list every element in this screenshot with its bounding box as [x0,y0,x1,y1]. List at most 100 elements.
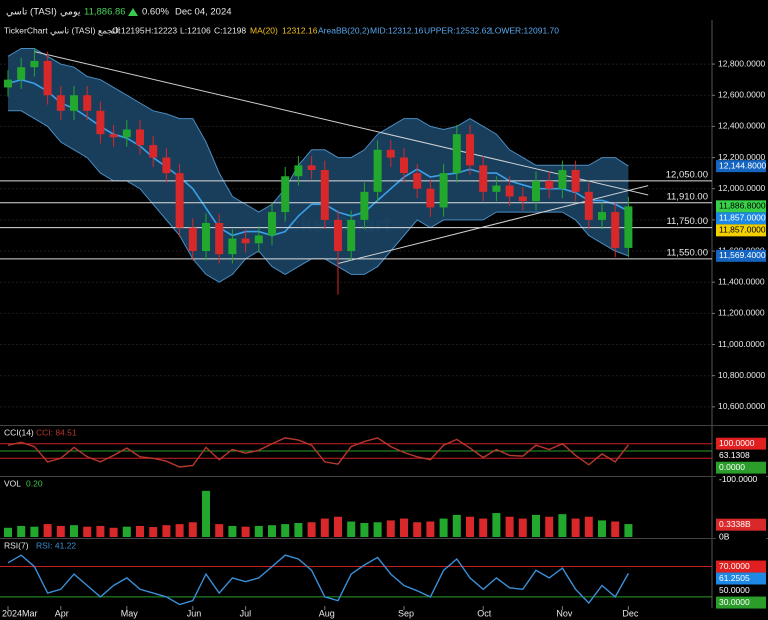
candle-body [281,176,290,213]
band-upper [7,48,629,213]
candle-body [505,185,514,197]
y-tick-label: 12,800.0000 [718,58,766,68]
candle-body [136,129,144,146]
level-label: 11,750.00 [666,216,708,227]
volume-bar [162,525,171,537]
price-label-box [716,212,766,225]
price-label-box [716,584,766,597]
volume-bar [426,521,435,537]
candle-body [254,235,263,244]
volume-bar [439,518,448,537]
trend-line [337,185,649,264]
price-label-box [716,572,766,585]
price-label: 11,857.0000 [719,225,766,235]
price-label-box [716,249,766,262]
volume-bar [43,524,52,537]
bb-lower: LOWER:12091.70 [490,25,559,35]
level-label: 11,550.00 [666,247,708,258]
volume-bar [228,525,237,537]
x-tick-label: May [121,608,139,618]
x-tick-label: Nov [556,608,573,618]
volume-bar [558,514,567,537]
y-tick-label: 12,600.0000 [718,89,766,99]
source: TickerChart تاسي (TASI) التجمع [4,25,120,35]
candle-body [162,157,171,174]
volume-bar [281,524,290,537]
volume-bar [320,518,329,537]
volume-bar [598,520,606,537]
panel-reading: CCI: 84.51 [36,427,77,437]
volume-bar [334,516,342,537]
volume-bar [413,522,422,537]
panel-reading: 0.20 [26,478,43,488]
price-label-box [716,200,766,213]
y-tick-label: 12,000.0000 [718,183,766,193]
candle-body [215,223,224,255]
x-tick-label: Jul [240,608,252,618]
price-label: 61.2505 [719,573,750,583]
ma-value: 12312.16 [282,25,318,35]
candle-body [122,129,131,138]
candle-body [83,95,92,111]
price-label: 0B [719,531,730,541]
y-tick-label: 12,200.0000 [718,152,766,162]
price-label: 0.0000 [719,462,745,472]
price-label-box [716,449,766,462]
volume-bar [254,525,263,537]
price-label-box [716,160,766,173]
candle-body [598,212,606,220]
volume-bar [70,525,78,537]
price-label-box [716,437,766,450]
y-tick-label: 10,600.0000 [718,401,766,411]
volume-bar [56,525,65,537]
x-tick-label: 2024Mar [2,608,38,618]
candle-body [466,134,474,166]
volume-bar [505,516,514,537]
level-label: 11,910.00 [666,191,708,202]
candle-body [241,238,250,244]
price-label-box [716,473,766,486]
candle-body [386,149,395,158]
candle-body [518,196,527,202]
price-label: 0.3338B [719,519,751,529]
price-label-box [716,461,766,474]
candle-body [452,134,461,174]
candle-body [188,227,197,252]
y-tick-label: 12,400.0000 [718,121,766,131]
price-label: 63.1308 [719,450,750,460]
x-tick-label: Sep [398,608,414,618]
candle-body [320,170,329,220]
volume-bar [386,520,395,537]
candle-body [70,95,78,111]
candle-body [479,165,488,192]
volume-bar [215,524,224,537]
x-tick-label: Oct [477,608,492,618]
volume-bar [241,526,250,537]
symbol: تاسي (TASI) [6,7,57,18]
candle-body [228,238,237,255]
candle-body [149,145,158,158]
candle-body [109,134,118,138]
volume-bar [122,526,131,537]
volume-bar [188,522,197,537]
candle-body [426,188,435,208]
panel-name: VOL [4,478,21,488]
candle-body [202,223,210,252]
y-tick-label: 10,800.0000 [718,370,766,380]
price-label: 70.0000 [719,561,750,571]
candle-body [307,165,316,171]
low: L:12106 [180,25,211,35]
bb-mid: MID:12312.16 [370,25,424,35]
candle-body [43,60,52,96]
price-label: 12,144.8000 [719,160,767,170]
candle-body [360,191,369,220]
volume-bar [136,525,144,537]
volume-bar [466,516,474,537]
price-label-box [716,560,766,573]
price-label-box [716,596,766,609]
y-tick-label: 11,000.0000 [718,339,765,349]
candle-body [492,185,501,192]
price-label-box [716,518,766,531]
price-label: 50.0000 [719,585,750,595]
